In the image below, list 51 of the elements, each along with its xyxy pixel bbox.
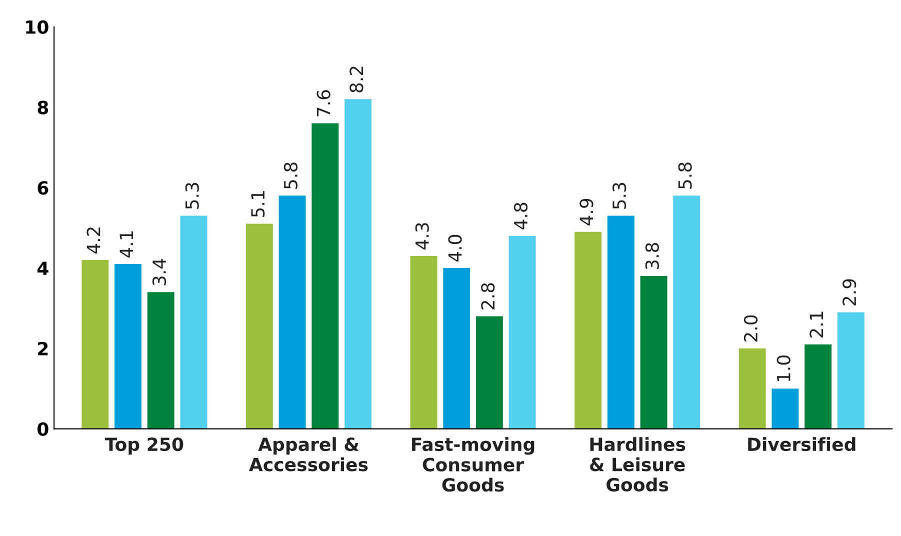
x-tick-label: Apparel & Accessories — [249, 437, 368, 472]
data-label: 3.4 — [152, 258, 166, 286]
bar — [147, 292, 174, 429]
data-label: 4.2 — [86, 228, 100, 254]
data-label: 5.8 — [284, 162, 298, 189]
data-label: 4.9 — [580, 198, 594, 226]
bar — [508, 236, 536, 429]
data-label: 2.0 — [744, 315, 758, 342]
y-tick-label: 2 — [38, 342, 48, 356]
bar — [278, 196, 306, 429]
data-label: 5.8 — [678, 162, 692, 189]
bar — [772, 388, 799, 429]
bar — [738, 348, 766, 429]
data-label: 2.8 — [481, 283, 495, 310]
bar — [344, 99, 372, 429]
bar — [804, 344, 832, 429]
data-label: 1.0 — [776, 356, 790, 382]
bar — [640, 276, 668, 429]
x-tick-label: Diversified — [748, 437, 856, 452]
bar — [574, 232, 602, 429]
bar — [114, 264, 142, 429]
bar — [82, 260, 109, 429]
y-tick-label: 0 — [38, 422, 48, 436]
bar — [410, 256, 438, 429]
data-label: 5.3 — [185, 182, 199, 209]
data-label: 8.2 — [350, 66, 364, 92]
data-label: 5.3 — [612, 182, 626, 209]
bar — [673, 196, 700, 429]
y-tick-label: 8 — [38, 100, 48, 114]
y-tick-label: 6 — [38, 181, 48, 195]
data-label: 2.9 — [842, 279, 856, 306]
bar — [607, 216, 634, 429]
y-tick-label: 4 — [37, 262, 48, 275]
data-label: 4.3 — [415, 223, 429, 250]
data-label: 4.8 — [514, 202, 528, 230]
bar — [312, 123, 339, 429]
bar — [246, 224, 273, 429]
x-tick-label: Fast-moving Consumer Goods — [412, 437, 534, 492]
data-label: 2.1 — [810, 312, 824, 338]
bar — [443, 268, 470, 429]
data-label: 3.8 — [645, 243, 659, 270]
bar — [180, 216, 208, 429]
data-label: 7.6 — [316, 90, 330, 116]
y-tick-label: 10 — [26, 20, 48, 34]
x-tick-label: Top 250 — [104, 437, 184, 455]
bar — [476, 316, 503, 429]
data-label: 4.1 — [120, 231, 133, 258]
bar — [837, 312, 864, 429]
data-label: 5.1 — [251, 191, 265, 217]
data-label: 4.0 — [448, 234, 462, 262]
x-tick-label: Hardlines & Leisure Goods — [590, 437, 686, 492]
